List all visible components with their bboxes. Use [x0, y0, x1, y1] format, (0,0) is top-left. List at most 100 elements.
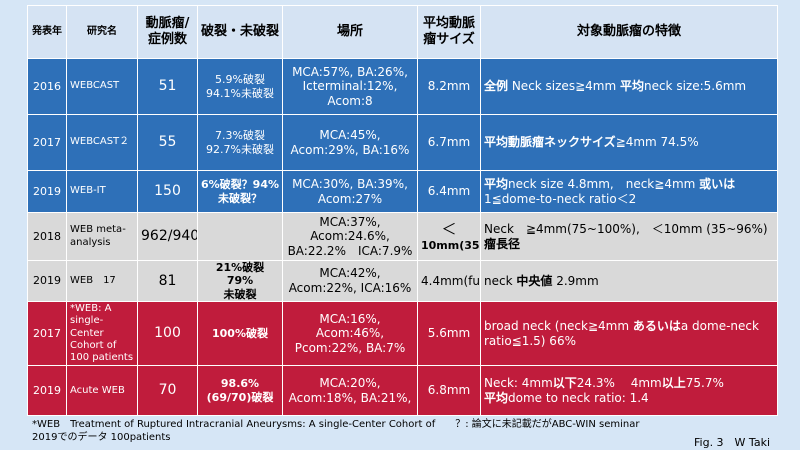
cell-study: WEB 17 [66, 259, 138, 303]
table-row: 2019 WEB 17 81 21%破裂 79% 未破裂 MCA:42%, Ac… [27, 259, 778, 303]
cell-year: 2017 [27, 301, 67, 367]
feature-text: dome to neck ratio: 1.4 [508, 390, 649, 405]
feature-text: broad neck (neck≧4mm [484, 319, 633, 334]
cell-rupture: 21%破裂 79% 未破裂 [197, 259, 283, 303]
rupture-ruptured: 5.9%破裂 [215, 73, 265, 87]
table-row: 2019 Acute WEB 70 98.6%(69/70)破裂 MCA:20%… [27, 365, 778, 417]
feature-text: Neck: 4mm [484, 376, 553, 391]
cell-rupture: 5.9%破裂 94.1%未破裂 [197, 58, 283, 115]
aneurysm-study-table: 発表年 研究名 動脈瘤/症例数 破裂・未破裂 場所 平均動脈瘤サイズ 対象動脈瘤… [27, 5, 778, 417]
rupture-unruptured: 92.7%未破裂 [206, 142, 274, 156]
cell-cases: 81 [137, 259, 198, 303]
cell-study: WEBCAST [66, 58, 138, 115]
header-cases: 動脈瘤/症例数 [137, 5, 198, 59]
rupture-unruptured: 未破裂 [223, 287, 257, 301]
header-features: 対象動脈瘤の特徴 [480, 5, 778, 59]
cell-location: MCA:37%, Acom:24.6%, BA:22.2% ICA:7.9% [282, 212, 418, 261]
cell-rupture: 6%破裂？94% 未破裂？ [197, 170, 283, 213]
cell-study: WEB-IT [66, 170, 138, 213]
rupture-unruptured: 未破裂？ [218, 191, 262, 205]
header-size: 平均動脈瘤サイズ [417, 5, 481, 59]
rupture-unruptured: 94.1%未破裂 [206, 86, 274, 100]
feature-text: 75.7% [685, 376, 724, 391]
cell-cases: 51 [137, 58, 198, 115]
table-row: 2016 WEBCAST 51 5.9%破裂 94.1%未破裂 MCA:57%,… [27, 58, 778, 115]
cell-features: 平均neck size 4.8mm, neck≧4mm 或いは 1≦dome-to… [480, 170, 778, 213]
header-study: 研究名 [66, 5, 138, 59]
feature-emphasis: あるいは [632, 319, 681, 334]
cell-location: MCA:16%, Acom:46%, Pcom:22%, BA:7% [282, 301, 418, 367]
feature-emphasis: 平均 [484, 176, 509, 191]
feature-emphasis: 平均 [619, 79, 644, 94]
feature-text: a dome-neck ratio≦1.5) 66% [484, 319, 759, 348]
cell-rupture: 100%破裂 [197, 301, 283, 367]
rupture-ruptured: 21%破裂 79% [215, 261, 276, 288]
cell-rupture: 7.3%破裂 92.7%未破裂 [197, 114, 283, 171]
rupture-ruptured: 7.3%破裂 [215, 129, 265, 143]
feature-text: 24.3% 4mm [576, 376, 662, 391]
cell-location: MCA:57%, BA:26%, Icterminal:12%, Acom:8 [282, 58, 418, 115]
cell-study: *WEB: A single-Center Cohort of 100 pati… [66, 301, 138, 367]
cell-year: 2016 [27, 58, 67, 115]
feature-emphasis: 平均動脈瘤ネックサイズ [484, 135, 616, 150]
feature-emphasis: 中央値 [516, 273, 553, 288]
cell-cases: 962/940 [137, 212, 198, 261]
header-location: 場所 [282, 5, 418, 59]
feature-emphasis: 平均 [484, 390, 509, 405]
cell-year: 2019 [27, 259, 67, 303]
table-row: 2017 WEBCAST２ 55 7.3%破裂 92.7%未破裂 MCA:45%… [27, 114, 778, 171]
feature-text: neck size 4.8mm, neck≧4mm [508, 176, 700, 191]
cell-features: 平均動脈瘤ネックサイズ≧4mm 74.5% [480, 114, 778, 171]
cell-rupture: 98.6%(69/70)破裂 [197, 365, 283, 417]
cell-year: 2019 [27, 365, 67, 417]
cell-location: MCA:20%, Acom:18%, BA:21%, [282, 365, 418, 417]
feature-emphasis: 以下 [552, 376, 577, 391]
feature-emphasis: 瘤長径 [484, 236, 521, 251]
size-value: 10mm(35~96%) [421, 239, 480, 253]
cell-location: MCA:45%, Acom:29%, BA:16% [282, 114, 418, 171]
cell-cases: 55 [137, 114, 198, 171]
cell-location: MCA:42%, Acom:22%, ICA:16% [282, 259, 418, 303]
figure-label: Fig. 3 W Taki [694, 436, 770, 449]
cell-size: ＜ 10mm(35~96%) [417, 212, 481, 261]
cell-features: Neck ≧4mm(75~100%), ＜10mm (35~96%) 瘤長径 [480, 212, 778, 261]
feature-text: Neck sizes≧4mm [508, 79, 620, 94]
cell-size: 6.4mm [417, 170, 481, 213]
table-row: 2017 *WEB: A single-Center Cohort of 100… [27, 301, 778, 367]
cell-size: 4.4mm(fundus) [417, 259, 481, 303]
table-row: 2018 WEB meta-analysis 962/940 MCA:37%, … [27, 212, 778, 261]
feature-text: 2.9mm [552, 273, 599, 288]
feature-emphasis: 以上 [661, 376, 686, 391]
cell-cases: 70 [137, 365, 198, 417]
cell-size: 5.6mm [417, 301, 481, 367]
table-header-row: 発表年 研究名 動脈瘤/症例数 破裂・未破裂 場所 平均動脈瘤サイズ 対象動脈瘤… [27, 5, 778, 59]
feature-text: neck size:5.6mm [643, 79, 747, 94]
cell-features: Neck: 4mm以下24.3% 4mm以上75.7% 平均dome to nec… [480, 365, 778, 417]
cell-location: MCA:30%, BA:39%, Acom:27% [282, 170, 418, 213]
cell-year: 2017 [27, 114, 67, 171]
feature-emphasis: 全例 [484, 79, 509, 94]
cell-year: 2019 [27, 170, 67, 213]
cell-features: broad neck (neck≧4mm あるいはa dome-neck rat… [480, 301, 778, 367]
feature-text: neck [484, 273, 517, 288]
cell-study: WEB meta-analysis [66, 212, 138, 261]
cell-year: 2018 [27, 212, 67, 261]
header-rupture: 破裂・未破裂 [197, 5, 283, 59]
feature-text: Neck ≧4mm(75~100%), ＜10mm (35~96%) [484, 221, 768, 236]
feature-emphasis: 或いは [699, 176, 736, 191]
cell-size: 8.2mm [417, 58, 481, 115]
cell-cases: 100 [137, 301, 198, 367]
size-less-than: ＜ [441, 220, 457, 239]
header-year: 発表年 [27, 5, 67, 59]
cell-size: 6.7mm [417, 114, 481, 171]
cell-size: 6.8mm [417, 365, 481, 417]
cell-rupture [197, 212, 283, 261]
feature-text: ≧4mm 74.5% [615, 135, 699, 150]
cell-study: Acute WEB [66, 365, 138, 417]
cell-features: neck 中央値 2.9mm [480, 259, 778, 303]
cell-features: 全例 Neck sizes≧4mm 平均neck size:5.6mm [480, 58, 778, 115]
table-row: 2019 WEB-IT 150 6%破裂？94% 未破裂？ MCA:30%, B… [27, 170, 778, 213]
cell-cases: 150 [137, 170, 198, 213]
rupture-ruptured: 6%破裂？94% [201, 178, 280, 192]
cell-study: WEBCAST２ [66, 114, 138, 171]
